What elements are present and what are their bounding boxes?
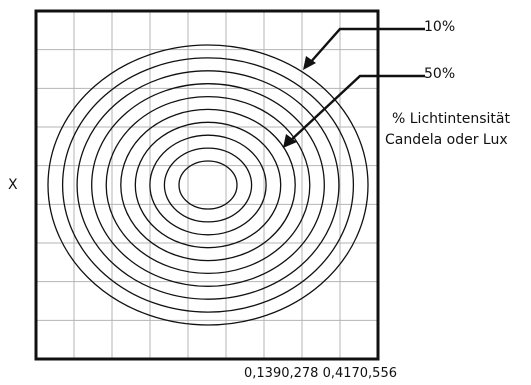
arrowhead-10-icon bbox=[303, 56, 316, 70]
arrowhead-50-icon bbox=[283, 134, 297, 148]
bottom-tick-labels: 0,1390,278 0,4170,556 bbox=[244, 366, 397, 381]
contour-ring bbox=[61, 57, 355, 313]
contour-ring bbox=[163, 147, 253, 223]
x-axis-label: X bbox=[8, 177, 18, 193]
contour-lines bbox=[47, 44, 369, 326]
callout-arrow-10 bbox=[308, 27, 425, 65]
legend-line-intensity: % Lichtintensität bbox=[392, 111, 510, 127]
contour-ring bbox=[76, 70, 340, 300]
contour-ring bbox=[134, 121, 282, 249]
callout-arrow-50 bbox=[289, 74, 425, 142]
contour-ring bbox=[91, 83, 325, 287]
contour-ring bbox=[149, 134, 267, 236]
legend-line-units: Candela oder Lux bbox=[385, 132, 508, 148]
contour-ring bbox=[120, 108, 296, 262]
grid-lines bbox=[36, 11, 378, 359]
contour-ring bbox=[105, 95, 311, 275]
plot-frame bbox=[34, 9, 380, 361]
callout-label-50: 50% bbox=[424, 66, 456, 82]
contour-ring bbox=[47, 44, 369, 326]
y-axis-label: Y bbox=[200, 0, 209, 4]
callout-label-10: 10% bbox=[424, 19, 456, 35]
contour-ring bbox=[178, 160, 238, 210]
